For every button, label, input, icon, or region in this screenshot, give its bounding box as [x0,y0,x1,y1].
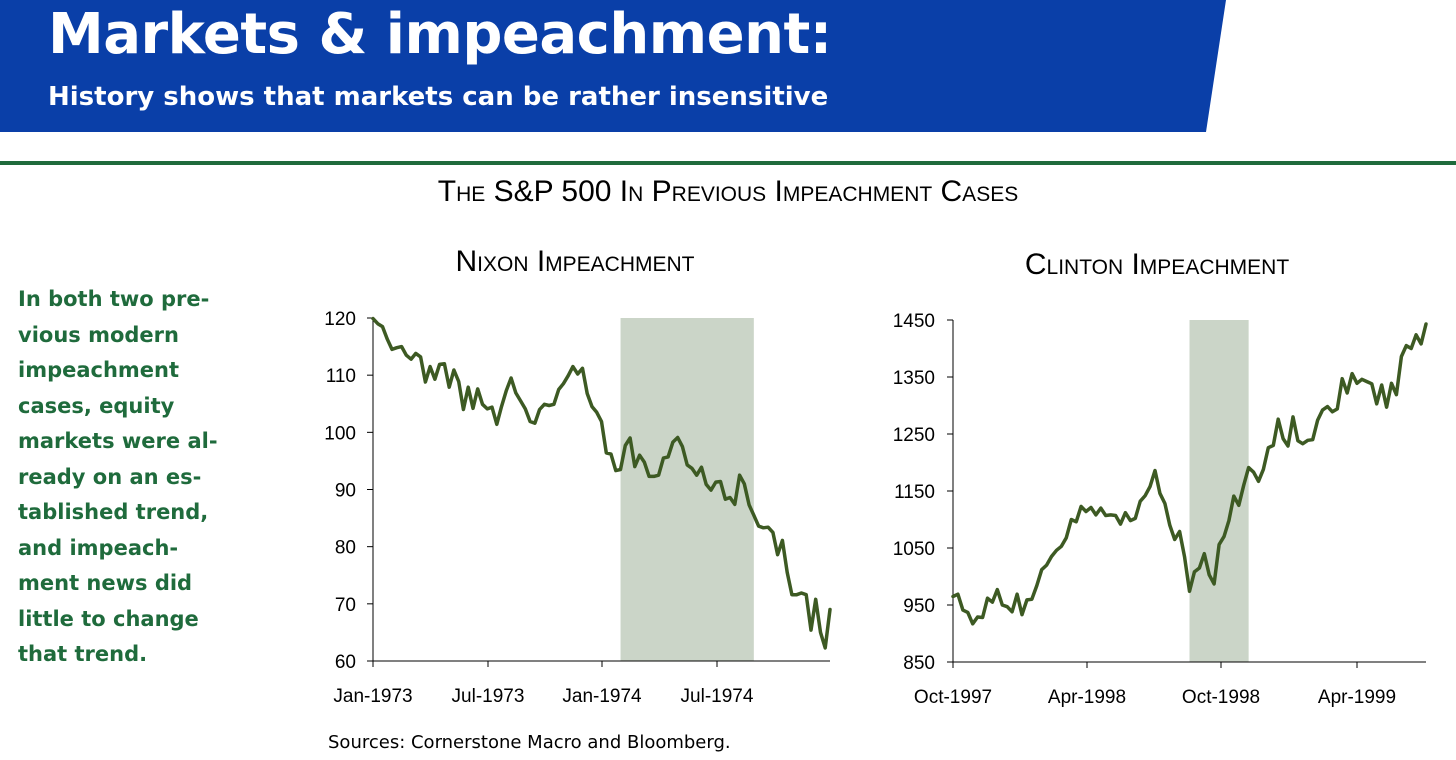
clinton-y-tick-label: 1450 [893,311,935,332]
page-subtitle: History shows that markets can be rather… [48,82,829,112]
clinton-chart-title: Clinton Impeachment [1025,248,1289,281]
nixon-y-tick-label: 90 [335,481,356,502]
banner-shape [0,0,1226,132]
clinton-y-tick-label: 1350 [893,368,935,389]
clinton-x-tick-label: Oct-1998 [1182,687,1260,708]
nixon-y-tick-label: 70 [335,595,356,616]
clinton-y-tick-label: 850 [903,653,935,674]
clinton-y-tick-label: 1250 [893,425,935,446]
nixon-y-tick-label: 80 [335,538,356,559]
clinton-y-tick-label: 1050 [893,539,935,560]
clinton-y-tick-label: 1150 [894,482,935,503]
nixon-y-tick-label: 100 [324,423,356,444]
clinton-x-tick-label: Oct-1997 [914,687,992,708]
header-divider [0,161,1456,165]
nixon-x-tick-label: Jul-1973 [452,686,525,707]
nixon-sp500-line [371,316,832,650]
nixon-x-tick-label: Jul-1974 [681,686,754,707]
clinton-sp500-line [951,322,1428,626]
header-banner: Markets & impeachment: History shows tha… [0,0,1456,132]
nixon-impeachment-shading [620,318,754,661]
clinton-y-tick-label: 950 [903,596,935,617]
nixon-x-tick-label: Jan-1974 [562,686,642,707]
nixon-chart-title: Nixon Impeachment [455,245,694,278]
page-title: Markets & impeachment: [48,2,832,67]
clinton-x-tick-label: Apr-1999 [1318,687,1396,708]
nixon-y-tick-label: 60 [335,652,356,673]
commentary-text: In both two pre- vious modern impeachmen… [18,287,218,666]
nixon-y-tick-label: 110 [326,366,356,387]
section-heading: The S&P 500 In Previous Impeachment Case… [437,175,1019,208]
nixon-x-tick-label: Jan-1973 [333,686,412,707]
source-note: Sources: Cornerstone Macro and Bloomberg… [328,732,731,753]
clinton-x-tick-label: Apr-1998 [1048,687,1126,708]
clinton-impeachment-shading [1189,320,1249,662]
nixon-y-tick-label: 120 [324,309,356,330]
